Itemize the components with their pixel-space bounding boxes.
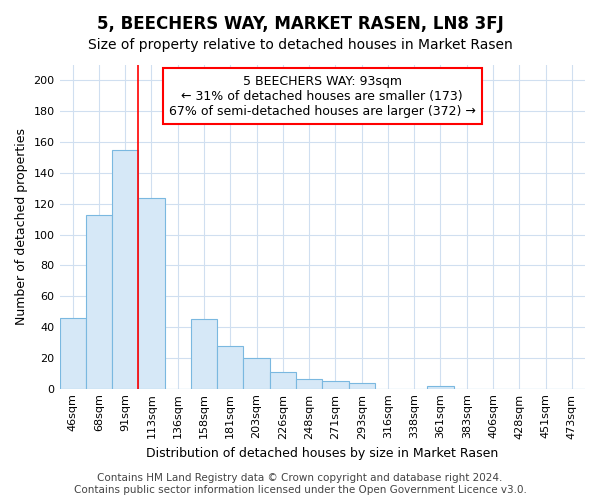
Bar: [191, 320, 217, 388]
Bar: [217, 346, 244, 389]
Text: 5, BEECHERS WAY, MARKET RASEN, LN8 3FJ: 5, BEECHERS WAY, MARKET RASEN, LN8 3FJ: [97, 15, 503, 33]
Bar: [86, 214, 112, 388]
Bar: [270, 372, 296, 388]
Bar: [112, 150, 139, 388]
X-axis label: Distribution of detached houses by size in Market Rasen: Distribution of detached houses by size …: [146, 447, 499, 460]
Text: Size of property relative to detached houses in Market Rasen: Size of property relative to detached ho…: [88, 38, 512, 52]
Y-axis label: Number of detached properties: Number of detached properties: [15, 128, 28, 326]
Bar: [349, 382, 375, 388]
Bar: [244, 358, 270, 388]
Bar: [296, 380, 322, 388]
Bar: [322, 381, 349, 388]
Bar: [59, 318, 86, 388]
Bar: [139, 198, 164, 388]
Text: 5 BEECHERS WAY: 93sqm
← 31% of detached houses are smaller (173)
67% of semi-det: 5 BEECHERS WAY: 93sqm ← 31% of detached …: [169, 74, 476, 118]
Bar: [427, 386, 454, 388]
Text: Contains HM Land Registry data © Crown copyright and database right 2024.
Contai: Contains HM Land Registry data © Crown c…: [74, 474, 526, 495]
